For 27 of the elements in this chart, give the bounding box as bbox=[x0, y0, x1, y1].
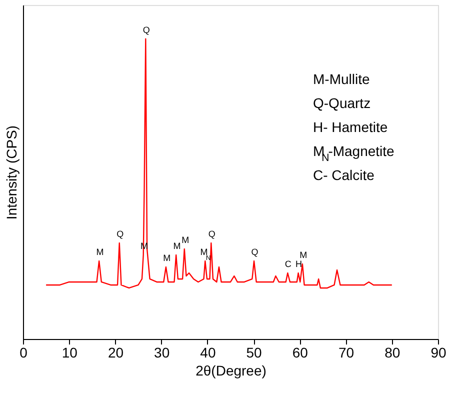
annotation: H- Hametite bbox=[313, 119, 388, 135]
x-tick-label: 10 bbox=[62, 344, 78, 360]
annotation: M-Mullite bbox=[313, 71, 370, 87]
annotation: Q bbox=[251, 246, 258, 257]
annotation: Q bbox=[116, 228, 124, 239]
x-tick-label: 80 bbox=[384, 344, 400, 360]
x-tick-label: 90 bbox=[430, 344, 446, 360]
annotation: M bbox=[173, 240, 181, 251]
annotation: C bbox=[284, 258, 292, 269]
annotation: M bbox=[163, 252, 171, 263]
annotation: C- Calcite bbox=[313, 167, 375, 183]
x-axis-title: 2θ(Degree) bbox=[196, 362, 266, 378]
x-tick-label: 50 bbox=[246, 344, 262, 360]
x-tick-label: 70 bbox=[338, 344, 354, 360]
annotation: M bbox=[96, 246, 104, 257]
x-tick-label: 30 bbox=[154, 344, 170, 360]
annotation: Q bbox=[208, 228, 216, 239]
annotation: Q bbox=[142, 24, 150, 35]
annotation: Q-Quartz bbox=[313, 95, 371, 111]
y-axis-title: Intensity (CPS) bbox=[4, 125, 20, 220]
annotation: M bbox=[182, 234, 190, 245]
x-tick-label: 40 bbox=[200, 344, 216, 360]
x-tick-label: 20 bbox=[108, 344, 124, 360]
x-tick-label: 0 bbox=[20, 344, 28, 360]
x-tick-label: 60 bbox=[292, 344, 308, 360]
annotation: M bbox=[300, 250, 308, 260]
annotation: H bbox=[295, 258, 302, 269]
